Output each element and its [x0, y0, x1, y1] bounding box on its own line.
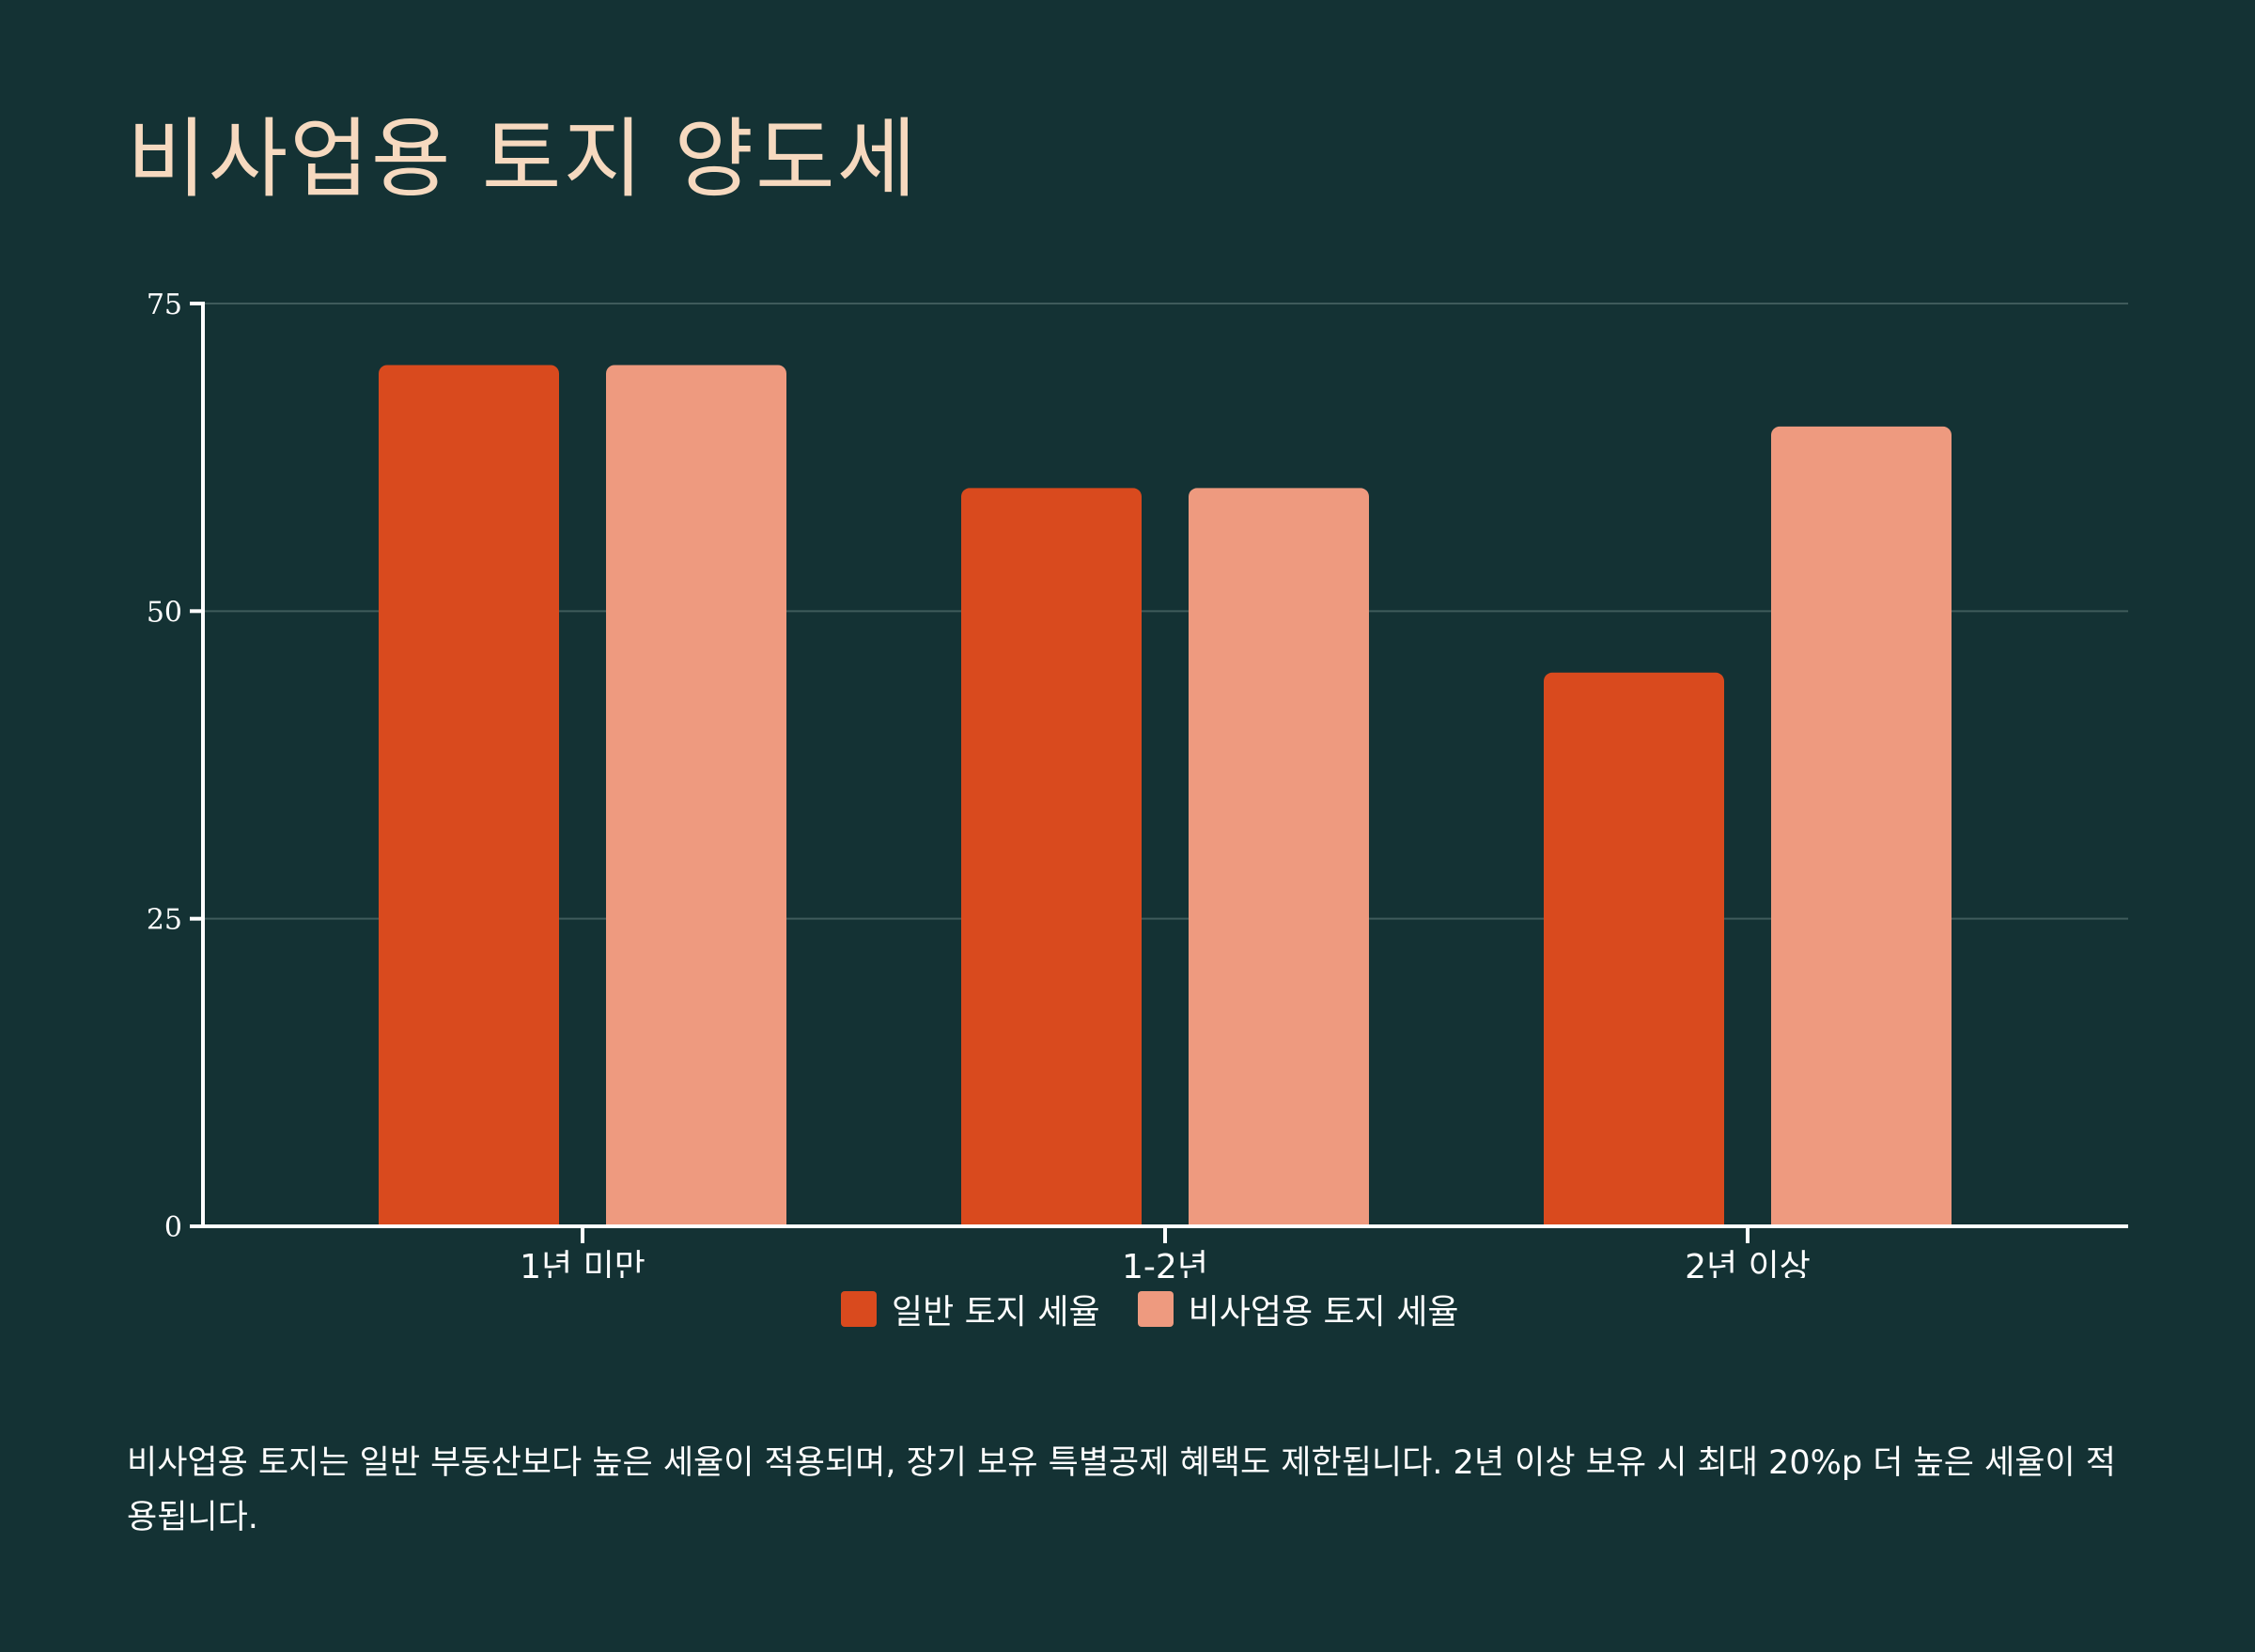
bar-general-0 — [379, 365, 559, 1226]
bar-base-general-0 — [379, 1215, 559, 1226]
y-tick-label-0: 0 — [164, 1211, 182, 1244]
y-tick-label-25: 25 — [147, 904, 182, 937]
bar-base-general-2 — [1544, 1215, 1724, 1226]
axis-layer: 0 25 50 75 1년 미만 1-2년 2년 이상 — [147, 288, 2128, 1278]
bar-general-2 — [1544, 672, 1724, 1226]
bar-nonbusiness-2 — [1771, 426, 1952, 1226]
legend-label-general: 일반 토지 세율 — [892, 1293, 1100, 1332]
bar-general-1 — [961, 488, 1142, 1226]
legend-label-nonbusiness: 비사업용 토지 세율 — [1188, 1293, 1459, 1332]
legend-item-nonbusiness[interactable]: 비사업용 토지 세율 — [1137, 1285, 1459, 1333]
x-tick-label-1: 1-2년 — [1122, 1248, 1208, 1278]
chart-legend: 일반 토지 세율 비사업용 토지 세율 — [841, 1285, 1458, 1333]
bar-base-general-1 — [961, 1215, 1142, 1226]
bar-layer — [379, 365, 1952, 1226]
bar-base-nonbusiness-2 — [1771, 1215, 1952, 1226]
legend-swatch-general — [841, 1291, 877, 1327]
bar-base-nonbusiness-1 — [1189, 1215, 1369, 1226]
y-tick-label-50: 50 — [147, 596, 182, 629]
bar-chart: 0 25 50 75 1년 미만 1-2년 2년 이상 — [147, 288, 2128, 1278]
bar-nonbusiness-1 — [1189, 488, 1369, 1226]
chart-footnote: 비사업용 토지는 일반 부동산보다 높은 세율이 적용되며, 장기 보유 특별공… — [127, 1444, 2116, 1536]
chart-title: 비사업용 토지 양도세 — [127, 109, 919, 210]
y-tick-label-75: 75 — [147, 288, 182, 321]
legend-swatch-nonbusiness — [1137, 1291, 1174, 1327]
bar-nonbusiness-0 — [606, 365, 786, 1226]
bar-base-nonbusiness-0 — [606, 1215, 786, 1226]
x-tick-label-2: 2년 이상 — [1685, 1248, 1811, 1278]
x-tick-label-0: 1년 미만 — [520, 1248, 645, 1278]
legend-item-general[interactable]: 일반 토지 세율 — [841, 1285, 1100, 1333]
